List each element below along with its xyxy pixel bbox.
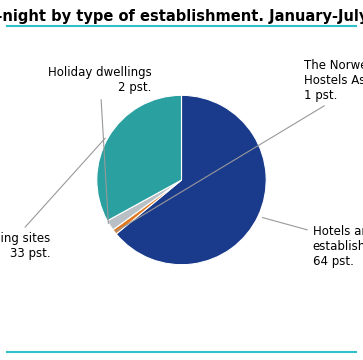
Wedge shape [107, 180, 182, 230]
Text: Holiday dwellings
2 pst.: Holiday dwellings 2 pst. [48, 66, 152, 224]
Text: Camping sites
33 pst.: Camping sites 33 pst. [0, 138, 105, 260]
Wedge shape [116, 95, 266, 265]
Text: The Norwegian Youth
Hostels Association
1 pst.: The Norwegian Youth Hostels Association … [116, 59, 363, 231]
Wedge shape [97, 95, 182, 221]
Text: Hotels and similar
establishments
64 pst.: Hotels and similar establishments 64 pst… [262, 217, 363, 267]
Text: Guest-night by type of establishment. January-July 2002: Guest-night by type of establishment. Ja… [0, 9, 363, 24]
Wedge shape [113, 180, 182, 234]
